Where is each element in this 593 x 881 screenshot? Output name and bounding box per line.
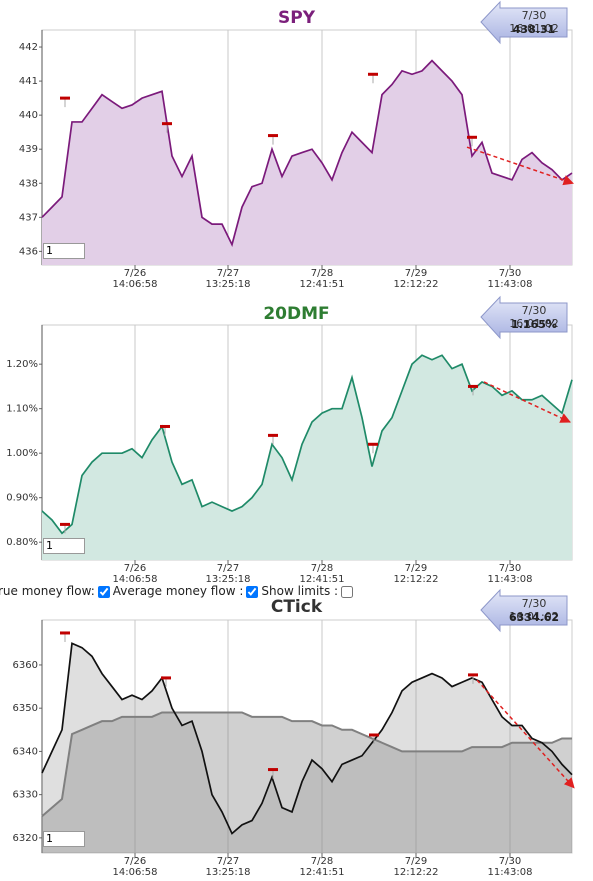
callout-value: 1.165%: [511, 318, 557, 331]
event-marker: [268, 134, 278, 138]
x-tick-label: 7/26 14:06:58: [112, 268, 158, 290]
y-tick-label: 440: [19, 110, 38, 121]
y-tick-label: 0.90%: [6, 493, 38, 504]
y-tick-label: 1.10%: [6, 404, 38, 415]
range-input: 1: [43, 831, 85, 847]
x-tick-label: 7/29 12:12:22: [393, 856, 439, 878]
event-marker: [468, 384, 478, 388]
event-marker: [467, 135, 477, 139]
y-tick-label: 6360: [13, 660, 38, 671]
controls: rue money flow: Average money flow : Show …: [0, 584, 356, 598]
y-tick-label: 1.20%: [6, 359, 38, 370]
series-line: [41, 354, 573, 535]
trend-arrow: [476, 679, 575, 789]
callout-time: 7/30 16:01:02: [509, 304, 559, 330]
y-tick-label: 438: [19, 178, 38, 189]
x-tick-label: 7/28 12:41:51: [299, 563, 345, 585]
x-tick-label: 7/27 13:25:18: [205, 563, 251, 585]
plot-frame: [41, 619, 573, 854]
event-marker: [161, 676, 171, 680]
y-tick-label: 441: [19, 76, 38, 87]
event-marker: [268, 768, 278, 772]
callout-box: [480, 0, 568, 45]
event-marker: [369, 733, 379, 737]
x-tick-label: 7/30 11:43:08: [487, 856, 533, 878]
callout-value: 438.31: [512, 23, 556, 36]
callout-time: 7/30 16:01:02: [509, 9, 559, 35]
y-tick-label: 442: [19, 42, 38, 53]
range-input: 1: [43, 243, 85, 259]
x-tick-label: 7/30 11:43:08: [487, 563, 533, 585]
event-marker: [60, 631, 70, 635]
y-tick-label: 437: [19, 212, 38, 223]
checkbox[interactable]: [246, 585, 259, 598]
range-input: 1: [43, 538, 85, 554]
event-marker: [162, 122, 172, 126]
x-tick-label: 7/28 12:41:51: [299, 268, 345, 290]
x-tick-label: 7/28 12:41:51: [299, 856, 345, 878]
x-tick-label: 7/26 14:06:58: [112, 563, 158, 585]
event-marker: [160, 424, 170, 428]
checkbox[interactable]: [341, 585, 354, 598]
area-fill: [42, 712, 572, 853]
series-line: [41, 711, 572, 818]
event-marker: [268, 433, 278, 437]
x-tick-label: 7/26 14:06:58: [112, 856, 158, 878]
area-fill: [42, 60, 572, 265]
event-marker: [60, 96, 70, 100]
checkbox[interactable]: [97, 585, 110, 598]
event-marker: [368, 72, 378, 76]
callout-box: [480, 295, 568, 340]
area-fill: [42, 355, 572, 560]
x-tick-label: 7/30 11:43:08: [487, 268, 533, 290]
y-tick-label: 0.80%: [6, 537, 38, 548]
area-fill: [42, 643, 572, 853]
control-label: rue money flow:: [0, 584, 95, 598]
x-tick-label: 7/27 13:25:18: [205, 268, 251, 290]
control-label: Show limits :: [261, 584, 339, 598]
event-marker: [60, 522, 70, 526]
trend-arrow: [466, 146, 574, 186]
y-tick-label: 436: [19, 246, 38, 257]
y-tick-label: 1.00%: [6, 448, 38, 459]
x-tick-label: 7/29 12:12:22: [393, 563, 439, 585]
x-tick-label: 7/27 13:25:18: [205, 856, 251, 878]
callout-time: 7/30 16:01:02: [509, 597, 559, 623]
control-label: Average money flow :: [112, 584, 244, 598]
series-line: [41, 59, 573, 247]
y-tick-label: 6330: [13, 790, 38, 801]
chart-title: 20DMF: [263, 304, 330, 324]
y-tick-label: 6340: [13, 746, 38, 757]
event-marker: [468, 673, 478, 677]
trend-arrow: [483, 381, 571, 423]
chart-title: CTick: [270, 597, 323, 617]
event-marker: [368, 442, 378, 446]
y-tick-label: 6320: [13, 833, 38, 844]
y-tick-label: 439: [19, 144, 38, 155]
x-tick-label: 7/29 12:12:22: [393, 268, 439, 290]
y-tick-label: 6350: [13, 703, 38, 714]
chart-title: SPY: [277, 8, 315, 28]
callout-value: 6334.62: [508, 611, 560, 624]
series-line: [41, 642, 573, 835]
callout-box: [480, 588, 568, 633]
